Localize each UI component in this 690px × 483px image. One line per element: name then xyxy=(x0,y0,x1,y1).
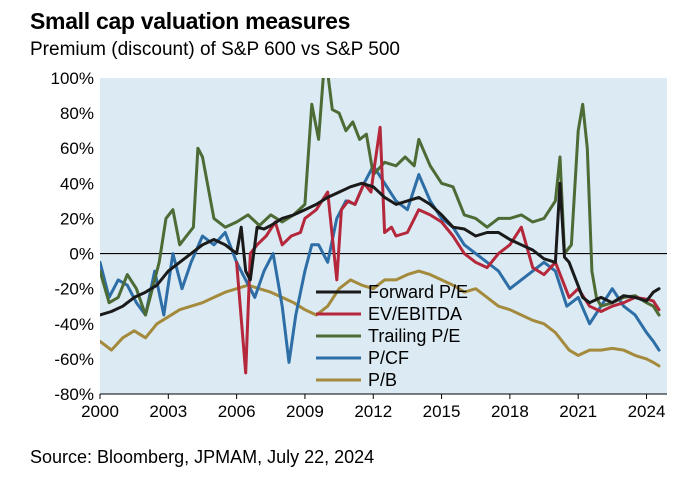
x-tick-label: 2018 xyxy=(491,402,529,421)
x-tick-label: 2021 xyxy=(559,402,597,421)
x-tick-label: 2009 xyxy=(286,402,324,421)
y-tick-label: 0% xyxy=(69,245,94,264)
series-line-forward-pe xyxy=(100,181,661,317)
x-tick-label: 2024 xyxy=(628,402,666,421)
y-tick-label: 40% xyxy=(60,174,94,193)
y-tick-label: 20% xyxy=(60,209,94,228)
y-tick-label: -40% xyxy=(54,315,94,334)
chart-title: Small cap valuation measures xyxy=(30,8,351,34)
legend-label-forward-pe: Forward P/E xyxy=(368,282,468,302)
source-note: Source: Bloomberg, JPMAM, July 22, 2024 xyxy=(30,447,375,467)
x-tick-label: 2015 xyxy=(423,402,461,421)
legend-label-p-b: P/B xyxy=(368,370,397,390)
y-tick-label: -60% xyxy=(54,350,94,369)
series-line-trailing-pe xyxy=(100,78,661,317)
legend-label-p-cf: P/CF xyxy=(368,348,409,368)
y-tick-label: 100% xyxy=(51,69,94,88)
y-tick-label: 80% xyxy=(60,104,94,123)
y-tick-label: -20% xyxy=(54,280,94,299)
chart-subtitle: Premium (discount) of S&P 600 vs S&P 500 xyxy=(30,39,400,60)
legend-label-trailing-pe: Trailing P/E xyxy=(368,326,460,346)
y-axis: -80% -60% -40% -20% 0% 20% 40% 60% 80% 100% xyxy=(51,69,94,404)
legend-label-ev-ebitda: EV/EBITDA xyxy=(368,304,462,324)
x-tick-label: 2012 xyxy=(354,402,392,421)
x-axis: 2000 2003 2006 2009 2012 2015 2018 2021 2024 xyxy=(81,393,667,421)
y-tick-label: 60% xyxy=(60,139,94,158)
y-tick-label: -80% xyxy=(54,385,94,404)
x-tick-label: 2000 xyxy=(81,402,119,421)
series-layer xyxy=(100,78,661,375)
x-tick-label: 2006 xyxy=(218,402,256,421)
series-line-p-b xyxy=(100,269,661,368)
x-tick-label: 2003 xyxy=(149,402,187,421)
